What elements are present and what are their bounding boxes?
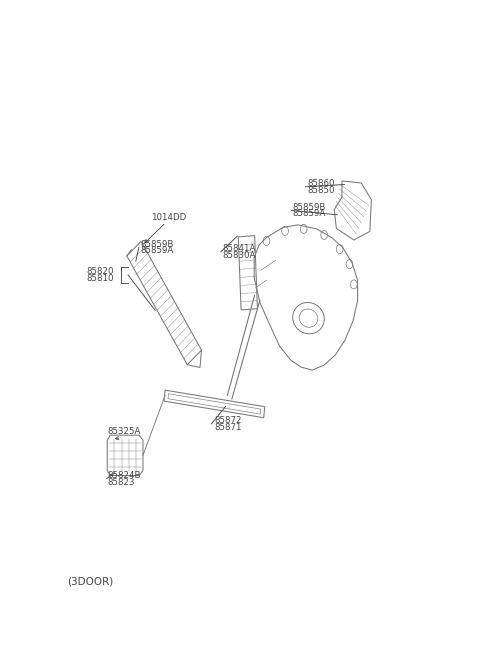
Text: 85871: 85871 bbox=[215, 422, 242, 432]
Text: 85820: 85820 bbox=[87, 267, 114, 276]
Text: 85824B: 85824B bbox=[108, 471, 141, 480]
Text: (3DOOR): (3DOOR) bbox=[67, 577, 114, 587]
Text: 85859A: 85859A bbox=[292, 209, 326, 218]
Text: 85823: 85823 bbox=[108, 477, 135, 487]
Text: 85830A: 85830A bbox=[223, 251, 256, 259]
Text: 85850: 85850 bbox=[307, 185, 335, 195]
Text: 85325A: 85325A bbox=[108, 427, 141, 436]
Text: 85872: 85872 bbox=[215, 416, 242, 425]
Text: 1014DD: 1014DD bbox=[151, 213, 186, 222]
Text: 85859B: 85859B bbox=[140, 240, 173, 248]
Text: 85859B: 85859B bbox=[292, 202, 326, 212]
Text: 85841A: 85841A bbox=[223, 244, 256, 253]
Text: 85859A: 85859A bbox=[140, 246, 173, 255]
Text: 85810: 85810 bbox=[87, 274, 114, 283]
Text: 85860: 85860 bbox=[307, 179, 335, 188]
